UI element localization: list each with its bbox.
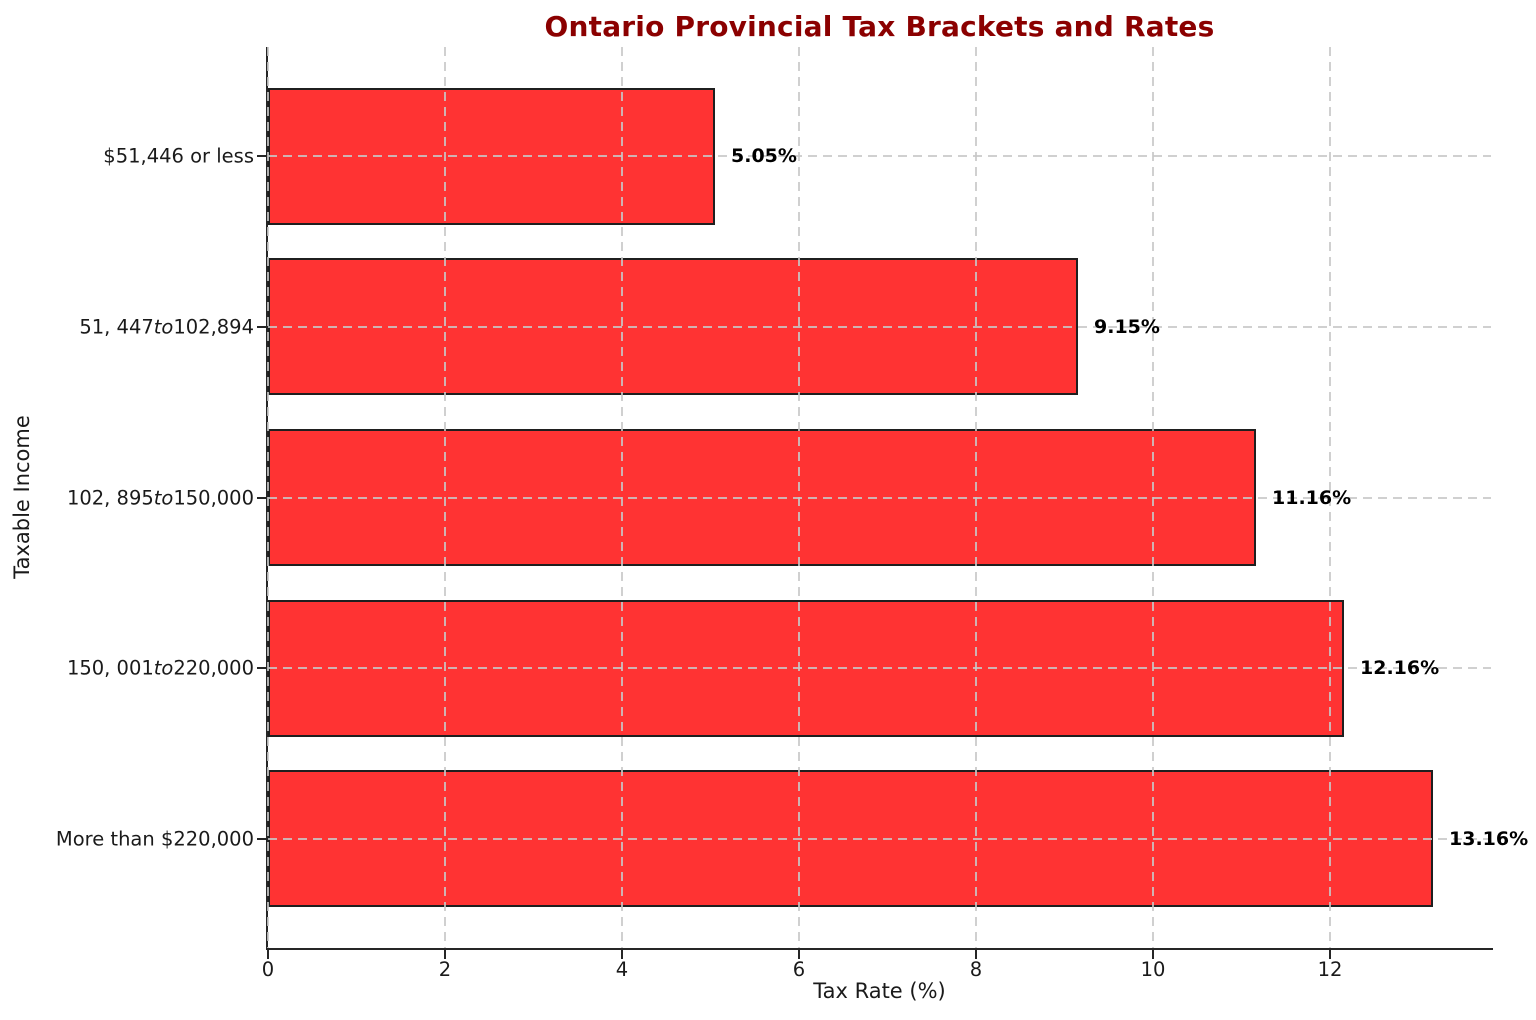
- gridline-h-1: [268, 326, 1491, 328]
- y-tick-label-0: $51,446 or less: [103, 145, 254, 168]
- y-tick-label-segment: $51,446 or less: [103, 144, 254, 168]
- bar-value-label-0: 5.05%: [731, 145, 797, 167]
- x-axis-label: Tax Rate (%): [813, 979, 946, 1003]
- gridline-h-4: [268, 838, 1491, 840]
- y-tick-label-segment: 150, 001: [66, 656, 154, 680]
- gridline-v-6: [798, 47, 800, 948]
- x-tick-label-10: 10: [1140, 958, 1166, 981]
- x-axis-spine: [266, 948, 1493, 950]
- gridline-h-3: [268, 667, 1491, 669]
- gridline-h-2: [268, 497, 1491, 499]
- x-tick-mark-10: [1152, 950, 1154, 959]
- x-tick-mark-4: [621, 950, 623, 959]
- y-tick-label-segment: to: [153, 486, 174, 510]
- y-tick-label-2: 102, 895to150,000: [67, 487, 254, 510]
- y-tick-label-segment: More than $220,000: [55, 827, 254, 851]
- x-tick-mark-0: [267, 950, 269, 959]
- bar-value-label-4: 13.16%: [1449, 828, 1529, 850]
- x-tick-label-2: 2: [438, 958, 452, 981]
- y-tick-label-3: 150, 001to220,000: [67, 657, 254, 680]
- gridline-v-12: [1329, 47, 1331, 948]
- y-tick-label-segment: 102, 895: [66, 486, 154, 510]
- gridline-v-0: [267, 47, 269, 948]
- x-tick-label-6: 6: [792, 958, 806, 981]
- bar-value-label-1: 9.15%: [1094, 316, 1160, 338]
- x-tick-mark-6: [798, 950, 800, 959]
- y-tick-mark-2: [257, 497, 266, 499]
- y-tick-label-4: More than $220,000: [56, 828, 254, 851]
- x-tick-label-0: 0: [261, 958, 275, 981]
- bar-value-label-2: 11.16%: [1272, 487, 1352, 509]
- gridline-v-8: [975, 47, 977, 948]
- x-tick-label-8: 8: [969, 958, 983, 981]
- chart-title: Ontario Provincial Tax Brackets and Rate…: [544, 10, 1215, 43]
- y-tick-label-segment: to: [153, 656, 174, 680]
- y-axis-label: Taxable Income: [10, 415, 34, 579]
- x-tick-mark-12: [1329, 950, 1331, 959]
- y-tick-label-segment: 102,894: [173, 315, 254, 339]
- y-tick-mark-4: [257, 838, 266, 840]
- y-tick-mark-0: [257, 155, 266, 157]
- gridline-v-10: [1152, 47, 1154, 948]
- x-tick-label-12: 12: [1317, 958, 1343, 981]
- y-tick-label-segment: to: [153, 315, 174, 339]
- gridline-v-2: [444, 47, 446, 948]
- y-tick-label-1: 51, 447to102,894: [79, 316, 254, 339]
- x-tick-label-4: 4: [615, 958, 629, 981]
- y-tick-label-segment: 51, 447: [79, 315, 154, 339]
- x-tick-mark-2: [444, 950, 446, 959]
- bar-value-label-3: 12.16%: [1360, 657, 1440, 679]
- y-tick-label-segment: 220,000: [173, 656, 254, 680]
- gridline-v-4: [621, 47, 623, 948]
- y-tick-label-segment: 150,000: [173, 486, 254, 510]
- gridline-h-0: [268, 155, 1491, 157]
- x-tick-mark-8: [975, 950, 977, 959]
- y-tick-mark-3: [257, 667, 266, 669]
- y-tick-mark-1: [257, 326, 266, 328]
